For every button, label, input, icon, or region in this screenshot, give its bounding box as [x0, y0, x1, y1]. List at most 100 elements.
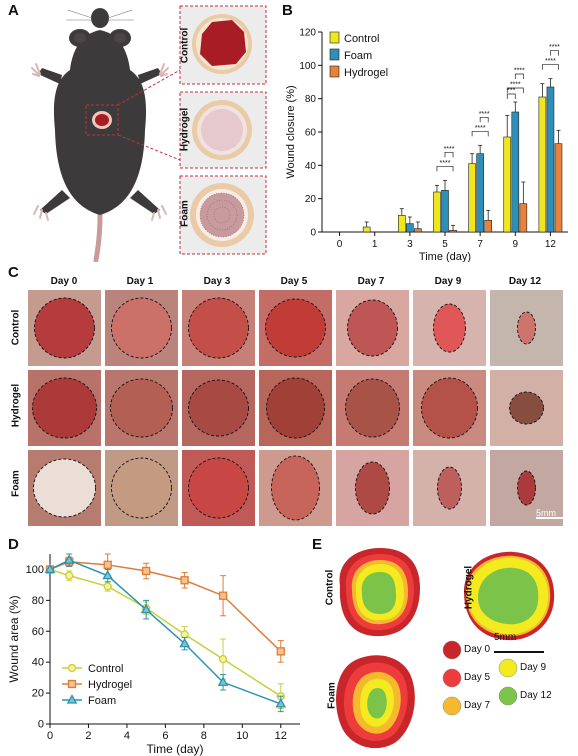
inset-label-foam: Foam	[179, 200, 191, 227]
bar	[441, 190, 449, 233]
wound-outline	[421, 377, 478, 439]
wound-region	[345, 379, 400, 437]
data-point	[180, 630, 189, 639]
significance-label: ****	[440, 160, 451, 167]
wound-outline	[355, 461, 390, 515]
wound-region	[433, 304, 466, 352]
legend-label: Control	[88, 663, 123, 675]
legend-swatch	[329, 65, 340, 78]
inset-label-hydrogel: Hydrogel	[179, 107, 191, 152]
bar	[406, 223, 414, 233]
panel-label-b: B	[282, 2, 293, 19]
legend-swatch	[329, 48, 340, 61]
x-tick-label: 7	[477, 239, 483, 250]
x-tick-label: 3	[407, 239, 413, 250]
wound-photo	[413, 450, 486, 526]
significance-bracket	[514, 73, 524, 79]
legend-day7-label: Day 7	[464, 700, 491, 711]
significance-label: ****	[514, 68, 525, 75]
wound-photo	[490, 370, 563, 446]
wound-region	[32, 378, 97, 438]
bar	[433, 191, 441, 233]
wound-outline	[509, 391, 544, 425]
x-tick-label: 0	[47, 730, 53, 742]
wound-outline	[347, 299, 398, 357]
legend-day0-label: Day 0	[464, 644, 491, 655]
data-point	[218, 591, 228, 600]
contour-hydrogel	[464, 551, 555, 641]
wound-region	[421, 378, 478, 438]
significance-label: ****	[549, 44, 560, 51]
series-line	[49, 568, 282, 697]
wound-outline	[437, 466, 462, 510]
x-tick-label: 8	[201, 730, 207, 742]
mouse-snout	[91, 8, 109, 28]
row-label-foam: Foam	[10, 470, 22, 497]
legend-swatch-day5	[442, 668, 462, 688]
panel-label-e: E	[312, 536, 323, 553]
wound-region	[111, 458, 172, 518]
wound-region	[517, 312, 536, 344]
x-tick-label: 5	[442, 239, 448, 250]
data-point	[179, 637, 190, 648]
data-point	[63, 554, 75, 564]
wound-region	[265, 299, 326, 357]
data-point	[103, 560, 112, 569]
wound-region	[517, 471, 536, 505]
wound-closure-bar-chart: 0 20 40 60 80 100 120 0 1 3 5 7 9 12 Time (day) Wound c…	[285, 28, 568, 262]
wound-region	[509, 392, 544, 424]
legend-item: Hydrogel	[62, 679, 132, 691]
wound-outline	[34, 297, 95, 359]
wound-photo	[413, 290, 486, 366]
wound-outline	[33, 458, 96, 518]
data-point	[275, 698, 287, 708]
series-control	[45, 565, 285, 710]
legend-item: Control	[62, 663, 123, 675]
significance-label: ****	[545, 58, 556, 65]
wound-outline	[271, 455, 320, 521]
data-point	[66, 694, 78, 704]
data-point	[67, 679, 77, 689]
legend-swatch-day7	[442, 696, 462, 716]
significance-bracket	[471, 130, 489, 137]
panel-a-illustration	[31, 5, 267, 262]
day-header: Day 12	[508, 276, 542, 287]
wound-contour-traces	[336, 548, 555, 749]
legend-label: Hydrogel	[88, 679, 132, 691]
wound-region	[33, 459, 96, 517]
wound-region	[437, 467, 462, 509]
x-tick-label: 12	[545, 239, 557, 250]
legend-swatch-day0	[442, 640, 462, 660]
mouse-paw-hind-right	[130, 190, 160, 214]
series-foam	[44, 553, 287, 713]
legend-item: Foam	[62, 694, 116, 707]
series-line	[49, 560, 282, 652]
y-axis-label: Wound area (%)	[7, 595, 21, 682]
wound-photo	[259, 290, 332, 366]
wound-photo	[28, 290, 101, 366]
bar	[511, 111, 520, 233]
photo-scale-bar-label: 5mm	[536, 508, 556, 518]
legend-label: Foam	[344, 50, 372, 62]
legend-label: Control	[344, 33, 379, 45]
significance-bracket	[444, 151, 454, 158]
wound-photo	[182, 290, 255, 366]
wound-outline	[517, 470, 536, 506]
wound-outline	[266, 377, 325, 439]
bar	[503, 136, 512, 233]
wound-outline	[345, 378, 400, 438]
row-label-hydrogel: Hydrogel	[10, 383, 22, 428]
inset-control	[179, 5, 267, 85]
y-tick-label: 40	[32, 657, 44, 669]
mouse-paw-front-left	[38, 68, 62, 84]
day-header: Day 9	[434, 276, 462, 287]
mouse-tail	[93, 212, 103, 262]
bar	[484, 220, 492, 233]
day-header: Day 0	[50, 276, 78, 287]
wound-photo	[105, 450, 178, 526]
data-point	[67, 663, 77, 673]
inset-foam	[179, 175, 267, 255]
wound-outline	[188, 379, 249, 437]
wound-region	[34, 298, 95, 358]
series-line	[49, 559, 282, 705]
